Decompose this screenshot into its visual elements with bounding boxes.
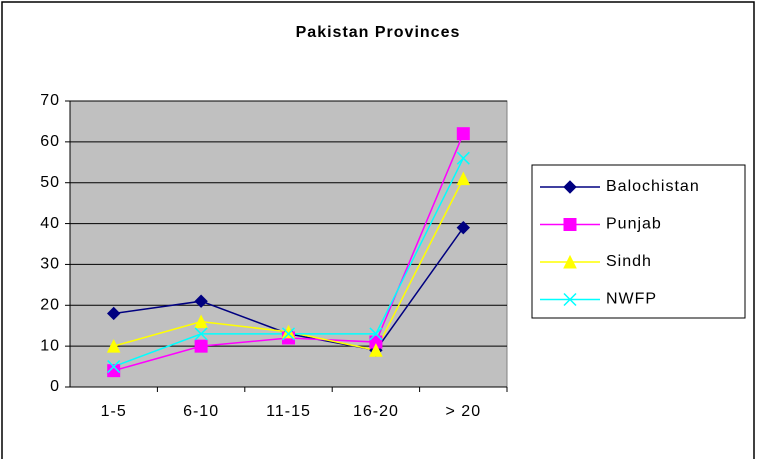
y-tick-label: 50: [40, 174, 60, 191]
y-tick-label: 70: [40, 92, 60, 109]
y-tick-label: 30: [40, 256, 60, 273]
marker: [107, 364, 121, 378]
x-tick-label: 6-10: [183, 403, 219, 420]
marker: [456, 220, 471, 235]
y-tick-label: 60: [40, 133, 60, 150]
marker: [194, 327, 208, 341]
marker: [456, 171, 471, 186]
marker: [456, 151, 470, 165]
marker: [369, 327, 383, 341]
marker: [281, 327, 296, 341]
marker: [194, 294, 208, 308]
marker: [369, 343, 383, 357]
legend-label: NWFP: [606, 291, 657, 308]
marker: [563, 180, 577, 194]
chart-title: Pakistan Provinces: [296, 24, 461, 41]
marker: [194, 314, 208, 329]
x-tick-label: 1-5: [101, 403, 127, 420]
legend-label: Punjab: [606, 216, 662, 233]
marker: [456, 127, 470, 141]
marker: [563, 292, 577, 307]
x-tick-label: 11-15: [266, 403, 311, 420]
y-tick-label: 40: [40, 215, 60, 232]
legend-label: Balochistan: [606, 178, 700, 195]
y-tick-label: 20: [40, 297, 60, 314]
marker: [106, 339, 121, 353]
x-tick-label: 16-20: [353, 403, 399, 420]
legend-label: Sindh: [606, 253, 652, 270]
y-tick-label: 10: [40, 337, 60, 354]
marker: [563, 254, 577, 269]
marker: [106, 306, 121, 321]
marker: [107, 360, 121, 374]
y-tick-label: 0: [50, 378, 60, 395]
marker: [563, 218, 577, 231]
marker: [194, 339, 208, 353]
x-tick-label: > 20: [446, 403, 482, 420]
